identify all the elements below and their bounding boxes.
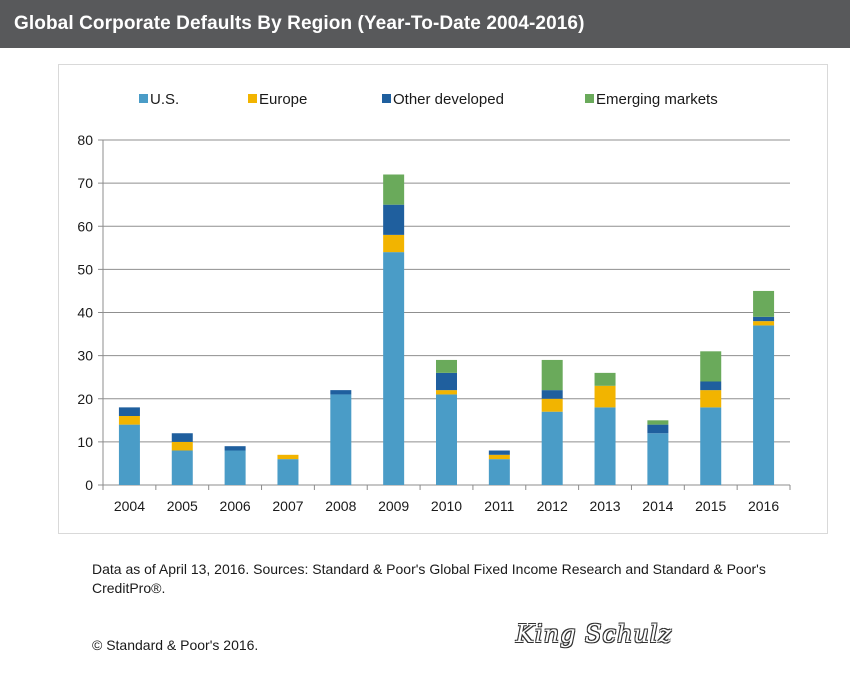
- bar-2012-emerging-markets: [541, 359, 563, 391]
- bar-2006-u-s: [224, 450, 246, 485]
- bar-2016-europe: [753, 321, 775, 326]
- y-tick-label-0: 0: [85, 477, 93, 493]
- x-tick-label-2014: 2014: [642, 498, 673, 514]
- x-tick-label-2012: 2012: [537, 498, 568, 514]
- bar-2009-emerging-markets: [383, 174, 405, 205]
- bar-2010-europe: [436, 390, 457, 395]
- x-axis: 2004 2005 2006 2007 2008 2009 2010 2011 2012 2013…: [102, 485, 791, 514]
- x-tick-label-2016: 2016: [748, 498, 779, 514]
- legend-label-emerging-markets: Emerging markets: [596, 91, 718, 108]
- chart-title: Global Corporate Defaults By Region (Yea…: [0, 0, 850, 48]
- chart-frame: [58, 64, 828, 534]
- bar-2014-other-developed: [647, 424, 669, 434]
- bar-2005-other-developed: [171, 433, 193, 442]
- bar-2013-europe: [594, 385, 616, 408]
- legend-swatch-europe: [248, 94, 257, 103]
- bars: [118, 174, 775, 485]
- bar-2010-u-s: [436, 394, 457, 485]
- y-tick-label-30: 30: [77, 348, 93, 364]
- y-tick-label-50: 50: [77, 261, 93, 277]
- x-tick-label-2007: 2007: [272, 498, 303, 514]
- bar-2011-u-s: [488, 459, 510, 485]
- legend-label-u-s: U.S.: [150, 91, 179, 108]
- x-tick-label-2009: 2009: [378, 498, 409, 514]
- bar-2006-other-developed: [224, 446, 246, 451]
- bar-2008-other-developed: [330, 390, 352, 395]
- y-tick-label-40: 40: [77, 305, 93, 321]
- y-tick-label-20: 20: [77, 391, 93, 407]
- copyright-note: © Standard & Poor's 2016.: [92, 637, 259, 653]
- bar-2010-other-developed: [436, 372, 457, 391]
- legend: U.S. Europe Other developed Emerging market…: [139, 91, 718, 108]
- bar-2010-emerging-markets: [436, 359, 457, 373]
- bar-2015-emerging-markets: [700, 351, 722, 382]
- x-tick-label-2005: 2005: [167, 498, 198, 514]
- y-tick-label-60: 60: [77, 218, 93, 234]
- y-axis: 0 10 20 30 40 50 60 70 80: [77, 132, 104, 493]
- bar-2009-other-developed: [383, 204, 405, 235]
- legend-swatch-other-developed: [382, 94, 391, 103]
- x-tick-label-2013: 2013: [589, 498, 620, 514]
- x-tick-label-2011: 2011: [484, 498, 514, 514]
- bar-2015-europe: [700, 390, 722, 408]
- bar-2012-europe: [541, 398, 563, 412]
- bar-2014-emerging-markets: [647, 420, 669, 425]
- bar-2004-europe: [118, 416, 140, 425]
- bar-2009-u-s: [383, 252, 405, 485]
- y-tick-label-80: 80: [77, 132, 93, 148]
- bar-2008-u-s: [330, 394, 352, 485]
- x-tick-label-2004: 2004: [114, 498, 145, 514]
- bar-2016-u-s: [753, 325, 775, 485]
- legend-label-europe: Europe: [259, 91, 307, 108]
- x-tick-label-2006: 2006: [220, 498, 251, 514]
- bar-2012-other-developed: [541, 390, 563, 399]
- legend-label-other-developed: Other developed: [393, 91, 504, 108]
- bar-2016-emerging-markets: [753, 290, 775, 317]
- x-tick-label-2008: 2008: [325, 498, 356, 514]
- signature-watermark: King Schulz: [516, 620, 673, 648]
- bar-2007-europe: [277, 454, 299, 460]
- bar-2011-other-developed: [488, 450, 510, 455]
- bar-2013-u-s: [594, 407, 616, 485]
- bar-2014-u-s: [647, 433, 669, 485]
- bar-2007-u-s: [277, 459, 299, 485]
- bar-2013-emerging-markets: [594, 372, 616, 386]
- bar-2009-europe: [383, 234, 405, 253]
- x-tick-label-2015: 2015: [695, 498, 726, 514]
- bar-2012-u-s: [541, 411, 563, 485]
- bar-2011-europe: [488, 454, 510, 460]
- legend-swatch-emerging-markets: [585, 94, 594, 103]
- bar-2004-u-s: [118, 424, 140, 485]
- y-tick-label-70: 70: [77, 175, 93, 191]
- bar-2004-other-developed: [118, 407, 140, 416]
- bar-2015-other-developed: [700, 381, 722, 391]
- legend-swatch-u-s: [139, 94, 148, 103]
- y-tick-label-10: 10: [77, 434, 93, 450]
- x-tick-label-2010: 2010: [431, 498, 462, 514]
- bar-2015-u-s: [700, 407, 722, 485]
- source-note: Data as of April 13, 2016. Sources: Stan…: [92, 561, 766, 596]
- bar-2005-u-s: [171, 450, 193, 485]
- bar-2016-other-developed: [753, 316, 775, 322]
- bar-2005-europe: [171, 441, 193, 451]
